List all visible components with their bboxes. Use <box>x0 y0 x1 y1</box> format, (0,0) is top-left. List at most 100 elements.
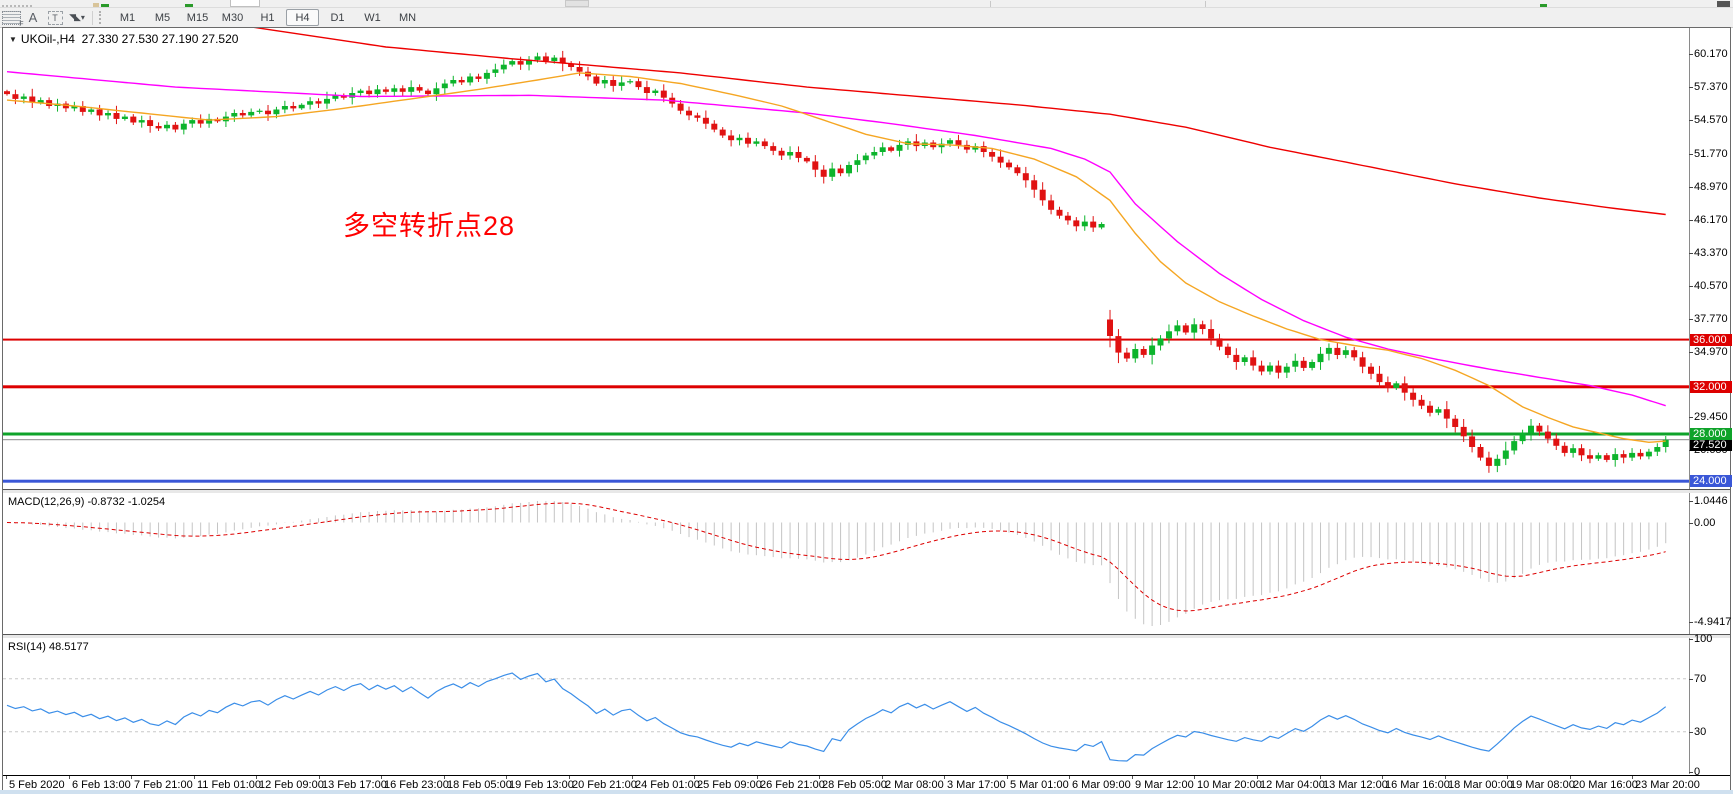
date-label: 12 Mar 04:00 <box>1260 779 1325 791</box>
date-tick <box>1507 776 1508 779</box>
ohlc-high: 27.530 <box>121 32 159 46</box>
chart-menu-arrow-icon[interactable]: ▼ <box>9 35 17 44</box>
ohlc-close: 27.520 <box>201 32 239 46</box>
ohlc-low: 27.190 <box>161 32 199 46</box>
level-price-tag: 36.000 <box>1690 334 1732 346</box>
timeframe-button-w1[interactable]: W1 <box>364 11 381 24</box>
price-axis-label: 60.170 <box>1689 48 1733 60</box>
level-price-tag: 28.000 <box>1690 428 1732 440</box>
toolbar-fragment <box>565 0 589 7</box>
date-label: 3 Mar 17:00 <box>947 779 1006 791</box>
timeframe-button-h4[interactable]: H4 <box>286 9 319 26</box>
macd-canvas[interactable] <box>3 493 1730 634</box>
toolbar: F A T ◥◣ ▾ M1 M5 M15 M30 H1 H4 D1 W1 MN <box>0 8 1733 28</box>
date-label: 7 Feb 21:00 <box>134 779 193 791</box>
date-tick <box>1382 776 1383 779</box>
timeframe-button-mn[interactable]: MN <box>398 11 417 24</box>
date-label: 6 Mar 09:00 <box>1072 779 1131 791</box>
rsi-canvas[interactable] <box>3 638 1730 774</box>
axis-divider-line <box>1689 638 1690 774</box>
symbol-ohlc-line[interactable]: ▼ UKOil-,H4 27.330 27.530 27.190 27.520 <box>9 32 238 46</box>
price-axis-label: 34.970 <box>1689 346 1733 358</box>
line-studies-grid-icon[interactable]: F <box>1 10 24 28</box>
timeframe-button-m30[interactable]: M30 <box>221 11 244 24</box>
clipped-toolbar-row <box>0 0 1733 8</box>
toolbar-fragment <box>101 4 109 7</box>
level-price-tag: 32.000 <box>1690 381 1732 393</box>
date-label: 11 Feb 01:00 <box>197 779 262 791</box>
date-tick <box>1007 776 1008 779</box>
timeframe-button-group: M1 M5 M15 M30 H1 H4 D1 W1 MN <box>110 9 425 26</box>
axis-divider-line <box>1689 28 1690 489</box>
date-label: 13 Mar 12:00 <box>1323 779 1388 791</box>
price-chart-canvas[interactable] <box>3 28 1730 489</box>
date-label: 28 Feb 05:00 <box>822 779 887 791</box>
date-label: 18 Feb 05:00 <box>447 779 512 791</box>
chart-annotation-text: 多空转折点28 <box>343 211 516 241</box>
price-axis-label: 37.770 <box>1689 313 1733 325</box>
ma-fast-line <box>6 72 1666 444</box>
macd-panel[interactable]: MACD(12,26,9) -0.8732 -1.0254 1.0446 0.00… <box>3 493 1733 634</box>
timeframe-button-m15[interactable]: M15 <box>186 11 209 24</box>
date-tick <box>944 776 945 779</box>
price-axis-label: 54.570 <box>1689 114 1733 126</box>
date-label: 6 Feb 13:00 <box>72 779 131 791</box>
date-tick <box>1132 776 1133 779</box>
toolbar-fragment <box>990 1 991 7</box>
window-edge-strip <box>0 790 1733 794</box>
date-tick <box>694 776 695 779</box>
date-label: 19 Mar 08:00 <box>1510 779 1575 791</box>
date-label: 25 Feb 09:00 <box>697 779 762 791</box>
toolbar-fragment <box>1540 4 1547 7</box>
timeframe-button-m5[interactable]: M5 <box>154 11 171 24</box>
date-tick <box>757 776 758 779</box>
macd-axis-label: 0.00 <box>1689 517 1733 529</box>
date-label: 20 Feb 21:00 <box>572 779 637 791</box>
toolbar-grip-handle[interactable] <box>99 11 105 24</box>
price-axis-label: 48.970 <box>1689 181 1733 193</box>
date-label: 16 Mar 16:00 <box>1385 779 1450 791</box>
date-tick <box>1069 776 1070 779</box>
symbol-name: UKOil-,H4 <box>20 32 75 46</box>
date-label: 16 Feb 23:00 <box>384 779 449 791</box>
date-label: 10 Mar 20:00 <box>1197 779 1262 791</box>
rsi-axis-label: 0 <box>1689 766 1733 778</box>
ma-slow-line <box>253 28 1666 216</box>
chart-window[interactable]: ▼ UKOil-,H4 27.330 27.530 27.190 27.520 多… <box>2 27 1733 792</box>
timeframe-button-h1[interactable]: H1 <box>260 11 275 24</box>
toolbar-fragment <box>1717 1 1730 7</box>
date-label: 5 Mar 01:00 <box>1010 779 1069 791</box>
date-label: 12 Feb 09:00 <box>259 779 324 791</box>
rsi-label: RSI(14) 48.5177 <box>8 641 89 653</box>
timeframe-button-d1[interactable]: D1 <box>330 11 345 24</box>
price-axis-label: 51.770 <box>1689 148 1733 160</box>
fibo-grid-icon: F <box>1 10 24 28</box>
rsi-axis-label: 100 <box>1689 633 1733 645</box>
toolbar-fragment <box>1205 1 1206 7</box>
date-tick <box>1445 776 1446 779</box>
date-tick <box>69 776 70 779</box>
chevron-down-icon[interactable]: ▾ <box>80 13 85 22</box>
date-axis[interactable]: 5 Feb 2020 6 Feb 13:00 7 Feb 21:00 11 Feb 0… <box>3 775 1730 792</box>
timeframe-button-m1[interactable]: M1 <box>119 11 136 24</box>
date-label: 13 Feb 17:00 <box>322 779 387 791</box>
price-axis-label: 29.450 <box>1689 411 1733 423</box>
date-tick <box>1194 776 1195 779</box>
toolbar-separator <box>92 10 93 25</box>
rsi-panel[interactable]: RSI(14) 48.5177 100 70 30 0 <box>3 633 1733 778</box>
text-label-tool-icon[interactable]: T <box>45 10 65 26</box>
date-tick <box>1320 776 1321 779</box>
date-tick <box>819 776 820 779</box>
date-tick <box>882 776 883 779</box>
price-axis-label: 57.370 <box>1689 81 1733 93</box>
macd-axis-label: -4.9417 <box>1689 616 1733 628</box>
price-axis-label: 40.570 <box>1689 280 1733 292</box>
text-tool-icon[interactable]: A <box>28 10 38 25</box>
date-label: 5 Feb 2020 <box>9 779 65 791</box>
rsi-axis-label: 70 <box>1689 673 1733 685</box>
date-tick <box>1257 776 1258 779</box>
date-label: 19 Feb 13:00 <box>509 779 574 791</box>
price-chart-panel[interactable]: ▼ UKOil-,H4 27.330 27.530 27.190 27.520 多… <box>3 28 1733 489</box>
arrows-tool-icon[interactable]: ◥◣ ▾ <box>67 10 87 26</box>
